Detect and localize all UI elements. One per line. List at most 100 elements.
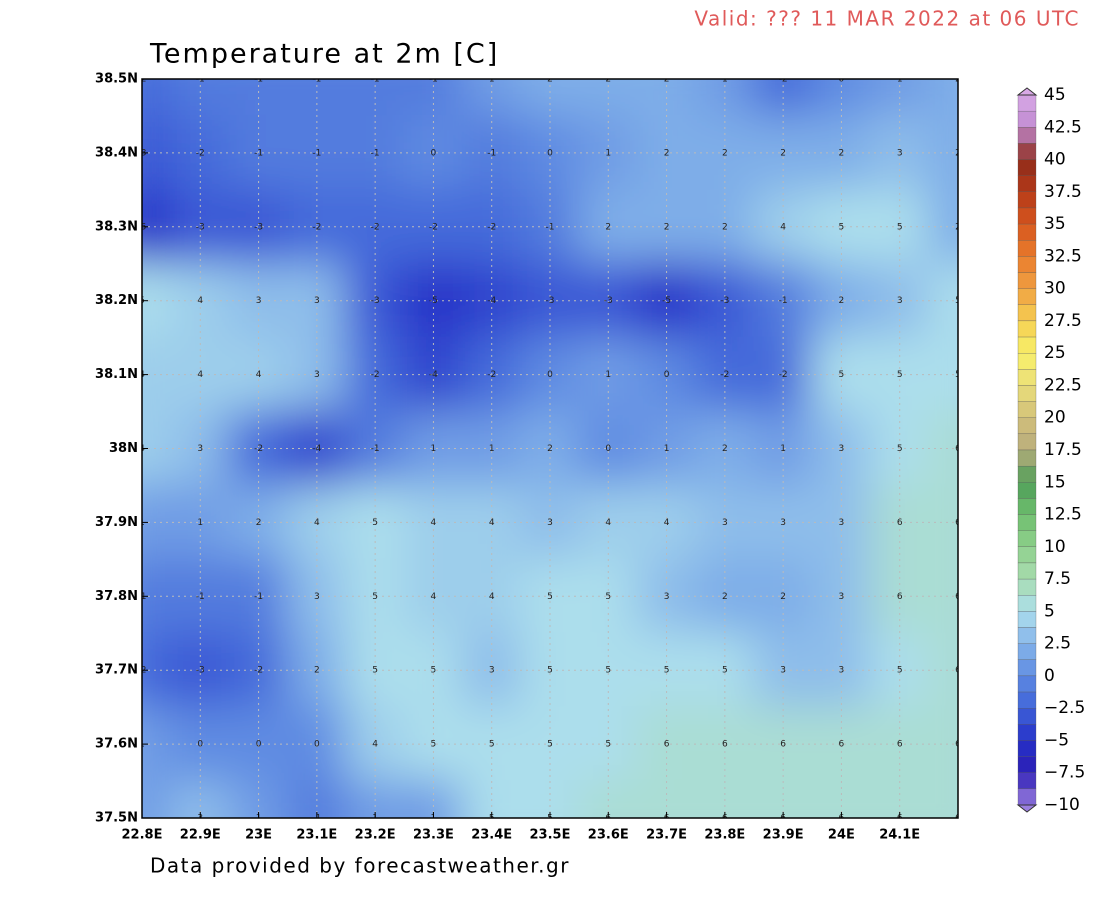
cell-value: 4	[372, 740, 378, 750]
colorbar-band	[1017, 191, 1037, 209]
cell-value: -3	[371, 296, 380, 306]
cell-value: 1	[139, 814, 145, 824]
cell-value: 6	[897, 740, 903, 750]
cell-value: 2	[664, 75, 670, 85]
colorbar-label: 45	[1044, 85, 1066, 105]
cell-value: 6	[780, 740, 786, 750]
cell-value: -2	[487, 222, 496, 232]
colorbar-band	[1017, 675, 1037, 693]
cell-value: 5	[605, 666, 611, 676]
cell-value: 5	[664, 666, 670, 676]
map: -2 -1 -1 -1 -1 -1 1 2 2 2 1 -2 0 1 2 -3 -2 -1 -1 -1 0 -1 0 1 2 2 2…	[138, 75, 961, 824]
cell-value: 3	[897, 148, 903, 158]
cell-value: 3	[780, 518, 786, 528]
colorbar-band	[1017, 627, 1037, 644]
cell-value: 5	[839, 222, 845, 232]
colorbar-label: 7.5	[1044, 569, 1071, 589]
colorbar-label: 22.5	[1044, 375, 1082, 395]
colorbar-band	[1017, 708, 1037, 725]
cell	[927, 79, 958, 117]
colorbar-band	[1017, 385, 1037, 402]
colorbar-label: 15	[1044, 472, 1066, 492]
cell-value: -1	[312, 75, 321, 85]
cell-value: 4	[314, 518, 320, 528]
colorbar-band	[1017, 595, 1037, 612]
y-tick-label: 38.3N	[95, 219, 138, 234]
colorbar-band	[1017, 417, 1037, 435]
colorbar-band	[1017, 336, 1037, 354]
cell-value: 2	[780, 592, 786, 602]
cell	[142, 780, 173, 818]
colorbar-band	[1017, 659, 1037, 677]
cell-value: 2	[664, 222, 670, 232]
cell-value: 0	[314, 740, 320, 750]
cell-value: 2	[839, 296, 845, 306]
cell-value: 5	[431, 740, 437, 750]
cell-value: 5	[897, 666, 903, 676]
colorbar-band	[1017, 223, 1037, 241]
cell-value: 4	[780, 222, 786, 232]
cell-value: -2	[487, 370, 496, 380]
cell-value: 0	[256, 740, 262, 750]
colorbar-label: −5	[1044, 730, 1069, 750]
colorbar-band	[1017, 465, 1037, 483]
footer: Data provided by forecastweather.gr	[150, 854, 570, 878]
cell-value: 3	[897, 296, 903, 306]
colorbar-band	[1017, 110, 1037, 128]
x-tick-label: 23.7E	[646, 828, 687, 843]
x-tick-label: 23.4E	[471, 828, 512, 843]
cell-value: 5	[955, 370, 961, 380]
cell-value: 6	[897, 518, 903, 528]
x-tick-label: 24.1E	[879, 828, 920, 843]
cell-value: 3	[722, 518, 728, 528]
y-tick-label: 37.8N	[95, 589, 138, 604]
cell-value: -1	[196, 592, 205, 602]
colorbar-band	[1017, 643, 1037, 660]
colorbar-band	[1017, 256, 1037, 273]
cell-value: 5	[547, 740, 553, 750]
colorbar-label: 42.5	[1044, 117, 1082, 137]
colorbar-label: 40	[1044, 150, 1066, 170]
cell-value: 3	[839, 666, 845, 676]
cell-value: 5	[431, 666, 437, 676]
y-tick-label: 38N	[109, 441, 138, 456]
cell-value: 2	[955, 75, 961, 85]
cell-value: 3	[839, 518, 845, 528]
cell-value: -2	[779, 370, 788, 380]
cell-value: 2	[955, 222, 961, 232]
cell-value: 2	[780, 148, 786, 158]
colorbar-band	[1017, 482, 1037, 499]
cell-value: 5	[839, 370, 845, 380]
y-tick-label: 37.9N	[95, 515, 138, 530]
valid-time: Valid: ??? 11 MAR 2022 at 06 UTC	[694, 7, 1080, 31]
cell-value: 2	[605, 222, 611, 232]
cell-value: 2	[722, 148, 728, 158]
cell-value: 6	[955, 518, 961, 528]
cell-value: -3	[196, 666, 205, 676]
colorbar-label: 0	[1044, 666, 1055, 686]
x-tick-label: 23.2E	[355, 828, 396, 843]
cell-value: -5	[662, 296, 671, 306]
x-tick-label: 24E	[828, 828, 855, 843]
colorbar-band	[1017, 433, 1037, 451]
cell-value: 5	[897, 444, 903, 454]
y-tick-label: 38.4N	[95, 145, 138, 160]
colorbar-band	[1017, 449, 1037, 467]
cell-value: -4	[312, 444, 321, 454]
cell	[927, 780, 958, 818]
x-tick-label: 23.5E	[530, 828, 571, 843]
cell-value: 2	[314, 666, 320, 676]
colorbar-label: 25	[1044, 343, 1066, 363]
cell-value: 0	[664, 370, 670, 380]
colorbar-label: 20	[1044, 408, 1066, 428]
cell-value: 5	[722, 666, 728, 676]
colorbar-cap	[1016, 87, 1038, 96]
cell-value: 1	[897, 75, 903, 85]
cell-value: -2	[371, 370, 380, 380]
cell-value: -4	[429, 370, 438, 380]
cell-value: 2	[722, 592, 728, 602]
cell-value: -2	[138, 75, 147, 85]
colorbar-label: 12.5	[1044, 505, 1082, 525]
cell-value: -1	[779, 296, 788, 306]
